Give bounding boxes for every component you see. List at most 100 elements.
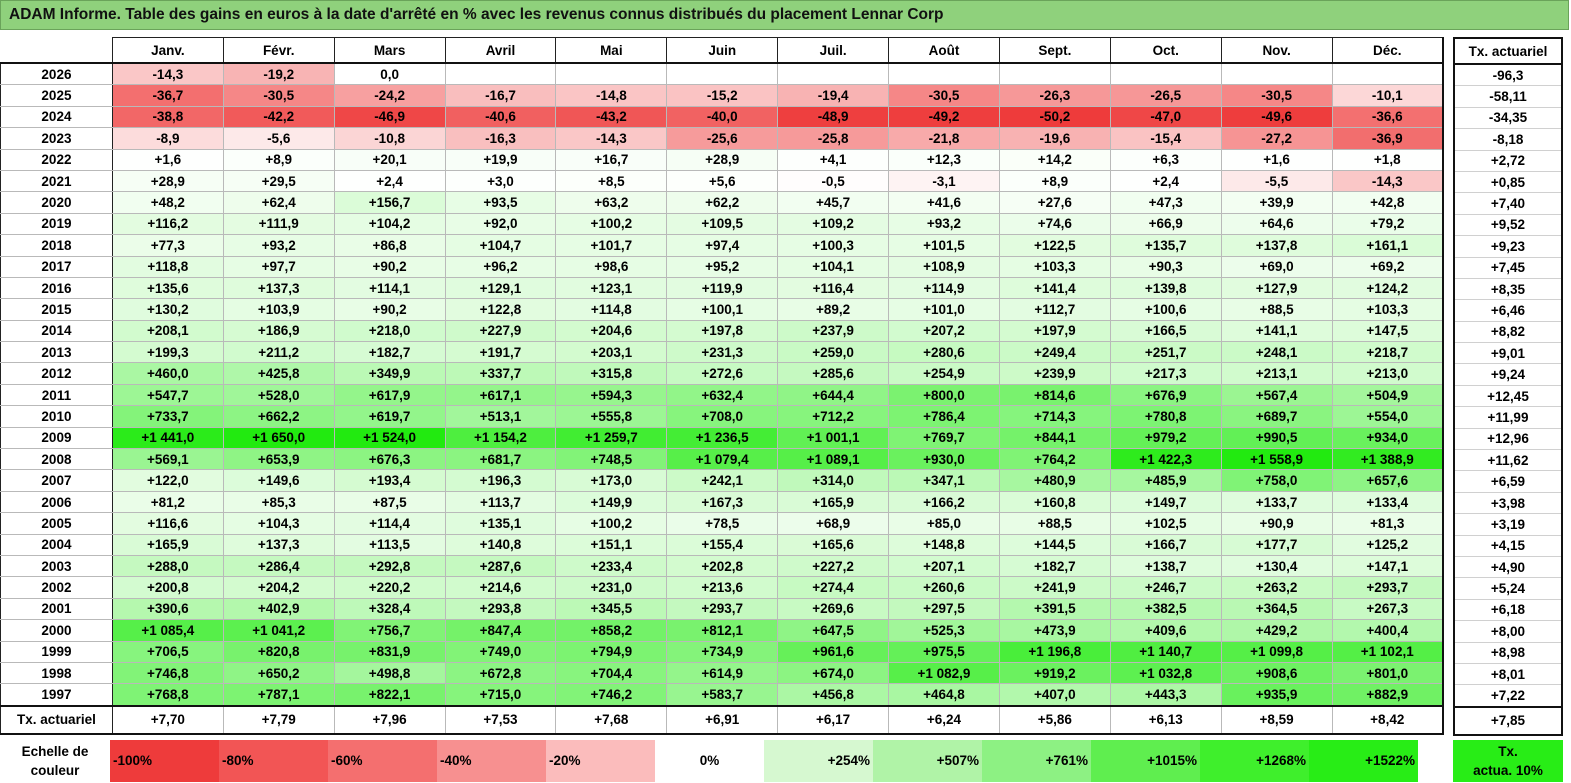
table-row: +6,59 [1453, 470, 1563, 493]
gain-cell: +391,5 [998, 597, 1111, 621]
actuarial-month-cell: +7,70 [111, 704, 224, 735]
gain-cell: +769,7 [888, 426, 1000, 450]
gain-cell: -14,3 [1331, 169, 1444, 193]
gain-cell: -47,0 [1109, 105, 1222, 129]
gain-cell: +746,8 [111, 661, 224, 685]
gain-cell: +137,3 [222, 533, 335, 556]
gain-cell: +746,2 [555, 683, 668, 707]
actuarial-rate-cell: +7,45 [1453, 256, 1563, 279]
gain-cell: +39,9 [1220, 191, 1333, 214]
page-title: ADAM Informe. Table des gains en euros à… [0, 0, 1569, 30]
actuarial-rate-cell: -8,18 [1453, 128, 1563, 151]
gain-cell: +92,0 [444, 212, 557, 236]
table-row: 2006 +81,2 +85,3 +87,5 +113,7 +149,9 +167,3 +16… [0, 490, 1444, 514]
gain-cell: +81,2 [111, 490, 224, 514]
gain-cell: +644,4 [777, 383, 890, 407]
gain-cell: +62,4 [222, 191, 335, 214]
table-row: +11,62 [1453, 449, 1563, 471]
actuarial-rate-header: Tx. actuariel [1453, 37, 1563, 65]
gain-cell: +990,5 [1220, 426, 1333, 450]
gain-cell: +504,9 [1331, 383, 1444, 407]
gain-cell: +583,7 [666, 683, 779, 707]
gain-cell: +1,6 [1220, 148, 1333, 171]
actuarial-rate-cell: +7,40 [1453, 192, 1563, 215]
gain-cell: +85,0 [888, 512, 1000, 535]
year-label: 2012 [0, 362, 113, 385]
year-label: 2000 [0, 619, 113, 642]
gain-cell: +78,5 [666, 512, 779, 535]
table-row: 2026 -14,3 -19,2 0,0 [0, 62, 1444, 86]
gain-cell: +108,9 [888, 255, 1000, 278]
gain-cell: +62,2 [666, 191, 779, 214]
gain-cell: +259,0 [777, 341, 890, 364]
gain-cell: +614,9 [666, 661, 779, 685]
gain-cell: +1 082,9 [888, 661, 1000, 685]
gain-cell: +202,8 [666, 554, 779, 578]
gain-cell: +286,4 [222, 554, 335, 578]
year-label: 2026 [0, 62, 113, 86]
table-row: 2013 +199,3 +211,2 +182,7 +191,7 +203,1 +231,3… [0, 341, 1444, 364]
month-header: Févr. [222, 37, 335, 64]
gain-cell: -40,0 [666, 105, 779, 129]
actuarial-rate-cell: +9,52 [1453, 213, 1563, 236]
gain-cell: +714,3 [998, 405, 1111, 428]
gain-cell: +569,1 [111, 448, 224, 471]
gain-cell: -36,9 [1331, 127, 1444, 150]
gain-cell: +1 388,9 [1331, 448, 1444, 471]
gain-cell: +409,6 [1109, 619, 1222, 642]
scale-swatch: -100% [110, 740, 219, 782]
gain-cell: -14,3 [111, 62, 224, 86]
table-row: 2007 +122,0 +149,6 +193,4 +196,3 +173,0 +242,1… [0, 469, 1444, 492]
actuarial-month-cell: +8,42 [1331, 704, 1444, 735]
gain-cell: +4,1 [777, 148, 890, 171]
table-row: 2004 +165,9 +137,3 +113,5 +140,8 +151,1 +155,4… [0, 533, 1444, 556]
gain-cell: +820,8 [222, 640, 335, 663]
gain-cell: -16,3 [444, 127, 557, 150]
gain-cell: +272,6 [666, 362, 779, 385]
gain-cell: +203,1 [555, 341, 668, 364]
gain-cell: +66,9 [1109, 212, 1222, 236]
gain-cell: +182,7 [333, 341, 446, 364]
gain-cell: -40,6 [444, 105, 557, 129]
gain-cell: +2,4 [1109, 169, 1222, 193]
gain-cell: +708,0 [666, 405, 779, 428]
gain-cell: +231,0 [555, 576, 668, 599]
gains-table: Janv. Févr. Mars Avril Mai Juin Juil. Août Sept.… [0, 37, 1444, 735]
gain-cell: +118,8 [111, 255, 224, 278]
gain-cell: +5,6 [666, 169, 779, 193]
gain-cell: +979,2 [1109, 426, 1222, 450]
year-label: 2003 [0, 554, 113, 578]
gain-cell: +814,6 [998, 383, 1111, 407]
actuarial-rate-cell: +11,62 [1453, 449, 1563, 471]
gain-cell: +975,5 [888, 640, 1000, 663]
gain-cell [555, 62, 668, 86]
gain-cell: -14,3 [555, 127, 668, 150]
actuarial-rate-column: Tx. actuariel -96,3 -58,11 -34,35 -8,18 +2,7… [1453, 37, 1563, 736]
table-row: 2000 +1 085,4 +1 041,2 +756,7 +847,4 +858,2 +8… [0, 619, 1444, 642]
month-header: Juil. [777, 37, 890, 64]
gain-cell: +88,5 [1220, 298, 1333, 321]
actuarial-month-cell: +5,86 [998, 704, 1111, 735]
actuarial-rate-cell: +3,19 [1453, 513, 1563, 536]
gain-cell: +119,9 [666, 276, 779, 300]
gain-cell: +882,9 [1331, 683, 1444, 707]
table-row: 2018 +77,3 +93,2 +86,8 +104,7 +101,7 +97,4 +100… [0, 234, 1444, 257]
gain-cell: +337,7 [444, 362, 557, 385]
actuarial-rate-cell: +12,45 [1453, 384, 1563, 407]
gain-cell: +6,3 [1109, 148, 1222, 171]
actuarial-row: Tx. actuariel +7,70 +7,79 +7,96 +7,53 +7,68 +6… [0, 704, 1444, 735]
table-row: 2024 -38,8 -42,2 -46,9 -40,6 -43,2 -40,0 -48,9-… [0, 105, 1444, 129]
table-row: +9,24 [1453, 363, 1563, 386]
gain-cell: +135,1 [444, 512, 557, 535]
actuarial-rate-cell: +11,99 [1453, 406, 1563, 429]
gain-cell: +199,3 [111, 341, 224, 364]
gain-cell: +86,8 [333, 234, 446, 257]
actuarial-rate-cell: -34,35 [1453, 106, 1563, 129]
gain-cell: +237,9 [777, 319, 890, 343]
actuarial-rate-cell: +8,00 [1453, 620, 1563, 643]
table-row: -34,35 [1453, 106, 1563, 129]
gain-cell: +69,0 [1220, 255, 1333, 278]
gain-cell: +48,2 [111, 191, 224, 214]
gain-cell: +104,3 [222, 512, 335, 535]
gain-cell: -26,3 [998, 84, 1111, 107]
